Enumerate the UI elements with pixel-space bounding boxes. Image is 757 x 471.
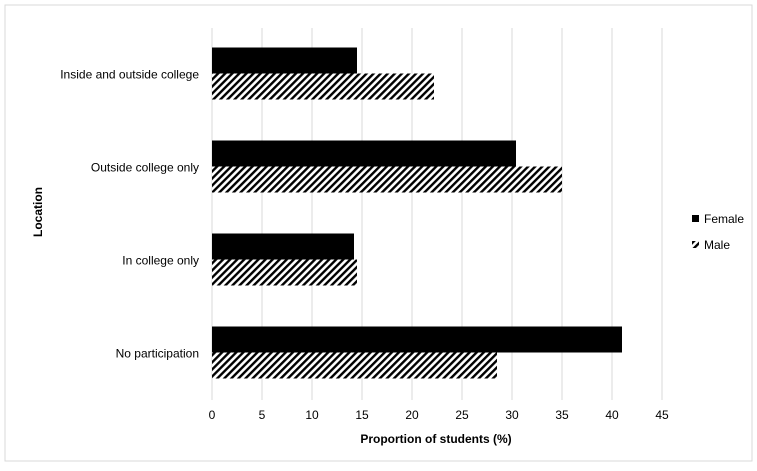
x-tick-label: 35 [555, 408, 569, 422]
legend-swatch-female [692, 215, 699, 222]
x-tick-label: 30 [505, 408, 519, 422]
category-label: Inside and outside college [60, 68, 199, 82]
legend-label-female: Female [704, 212, 744, 226]
category-label: Outside college only [91, 161, 199, 175]
bar-male-0 [212, 352, 497, 379]
x-tick-label: 0 [209, 408, 216, 422]
bar-female-3 [212, 47, 357, 74]
y-axis-title: Location [31, 187, 45, 237]
bar-female-2 [212, 140, 516, 167]
y-axis-categories: No participation In college only Outside c… [60, 68, 199, 361]
bar-male-3 [212, 73, 434, 100]
x-tick-label: 45 [655, 408, 669, 422]
category-label: In college only [122, 254, 199, 268]
bar-male-2 [212, 166, 562, 193]
legend-label-male: Male [704, 238, 730, 252]
legend: Female Male [692, 212, 744, 252]
legend-swatch-male [692, 241, 699, 248]
bars [212, 47, 622, 379]
x-tick-label: 25 [455, 408, 469, 422]
bar-female-1 [212, 233, 354, 260]
x-tick-label: 20 [405, 408, 419, 422]
x-tick-label: 15 [355, 408, 369, 422]
x-tick-label: 5 [259, 408, 266, 422]
x-tick-label: 40 [605, 408, 619, 422]
category-label: No participation [116, 347, 199, 361]
x-axis-ticks: 0 5 10 15 20 25 30 35 40 45 [209, 408, 669, 422]
x-axis-title: Proportion of students (%) [360, 432, 511, 446]
bar-female-0 [212, 326, 622, 353]
x-tick-label: 10 [305, 408, 319, 422]
bar-male-1 [212, 259, 357, 286]
